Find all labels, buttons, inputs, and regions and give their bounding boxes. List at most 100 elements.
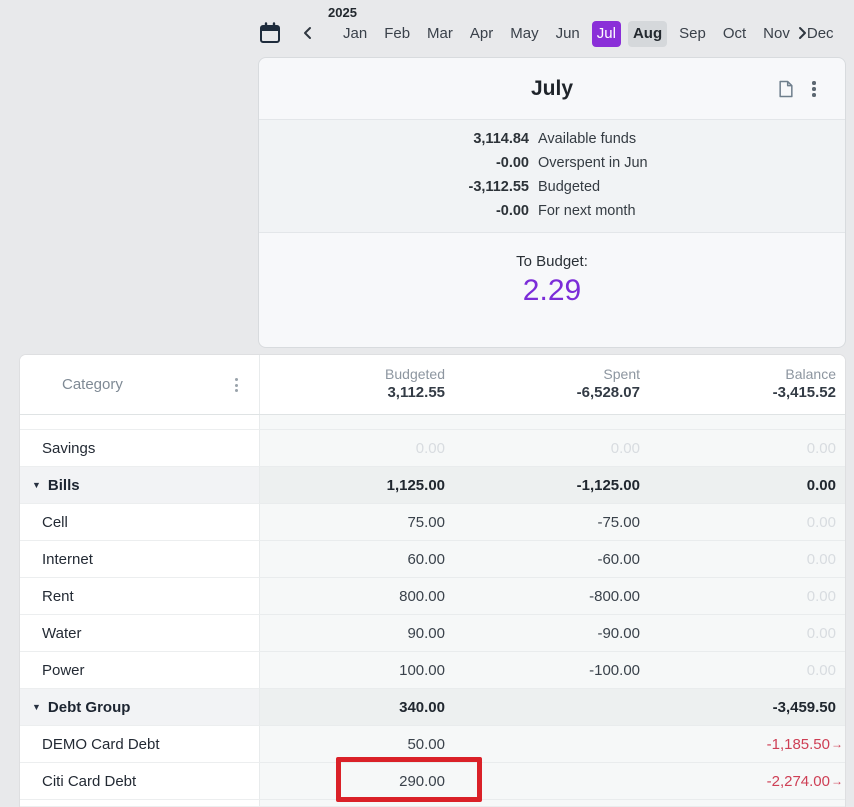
budgeted-cell[interactable]: 60.00 [260, 541, 450, 577]
table-row-water[interactable]: Water 90.00 -90.00 0.00 [20, 615, 845, 652]
table-row-partial [20, 800, 845, 807]
category-cell[interactable]: Water [20, 615, 260, 652]
category-cell[interactable]: Rent [20, 578, 260, 615]
category-cell [20, 415, 260, 430]
card-header: July [259, 58, 845, 120]
budgeted-cell[interactable]: 100.00 [260, 652, 450, 688]
carryover-arrow-icon: → [831, 737, 843, 751]
month-pill-aug[interactable]: Aug [627, 21, 668, 47]
kebab-menu-icon[interactable] [803, 78, 825, 100]
table-row-bills[interactable]: ▼ Bills 1,125.00 -1,125.00 0.00 [20, 467, 845, 504]
cell-value: 0.00 [806, 513, 836, 531]
numeric-cells: 0.00 0.00 0.00 [260, 430, 845, 467]
category-cell[interactable]: ▼ Debt Group [20, 689, 260, 726]
balance-cell[interactable]: 0.00 [645, 615, 845, 651]
category-name: Debt Group [47, 698, 131, 716]
budgeted-cell[interactable]: 800.00 [260, 578, 450, 614]
category-name: Bills [47, 476, 80, 494]
kebab-menu-icon[interactable] [229, 376, 243, 394]
category-name: DEMO Card Debt [42, 735, 160, 753]
spent-cell[interactable]: -60.00 [450, 541, 645, 577]
balance-column-header[interactable]: Balance -3,415.52 [645, 366, 845, 402]
note-icon[interactable] [775, 78, 797, 100]
cell-value: 90.00 [407, 624, 445, 642]
month-pill-jan[interactable]: Jan [343, 25, 368, 42]
spent-column-header[interactable]: Spent -6,528.07 [450, 366, 645, 402]
category-cell[interactable]: Internet [20, 541, 260, 578]
chevron-right-icon[interactable] [793, 25, 811, 43]
budgeted-cell[interactable]: 0.00 [260, 430, 450, 466]
balance-cell[interactable]: 0.00 [645, 504, 845, 540]
month-pill-may[interactable]: May [510, 25, 539, 42]
cell-value: 0.00 [415, 439, 445, 457]
table-row-cell[interactable]: Cell 75.00 -75.00 0.00 [20, 504, 845, 541]
balance-cell[interactable]: 0.00 [645, 578, 845, 614]
table-row-citi-card-debt[interactable]: Citi Card Debt 290.00 -2,274.00 → [20, 763, 845, 800]
budgeted-cell [260, 800, 450, 806]
spent-cell[interactable]: -800.00 [450, 578, 645, 614]
budgeted-cell[interactable]: 290.00 [260, 763, 450, 799]
month-pill-jun[interactable]: Jun [555, 25, 580, 42]
balance-cell[interactable]: 0.00 [645, 467, 845, 503]
month-pill-sep[interactable]: Sep [679, 25, 706, 42]
month-pill-mar[interactable]: Mar [427, 25, 453, 42]
budgeted-cell[interactable]: 90.00 [260, 615, 450, 651]
budgeted-cell[interactable]: 1,125.00 [260, 467, 450, 503]
budgeted-cell[interactable]: 50.00 [260, 726, 450, 762]
spent-cell[interactable]: -100.00 [450, 652, 645, 688]
to-budget-value[interactable]: 2.29 [522, 274, 582, 307]
budgeted-cell[interactable]: 340.00 [260, 689, 450, 725]
balance-cell[interactable]: -3,459.50 [645, 689, 845, 725]
spent-label: Spent [603, 366, 640, 383]
month-pill-oct[interactable]: Oct [722, 25, 747, 42]
cell-value: 0.00 [806, 476, 836, 494]
month-pill-jul[interactable]: Jul [591, 21, 621, 47]
budgeted-cell[interactable]: 75.00 [260, 504, 450, 540]
cell-value: 0.00 [806, 550, 836, 568]
spent-cell[interactable]: 0.00 [450, 430, 645, 466]
triangle-down-icon[interactable]: ▼ [32, 701, 41, 712]
month-pill-feb[interactable]: Feb [384, 25, 411, 42]
table-row-internet[interactable]: Internet 60.00 -60.00 0.00 [20, 541, 845, 578]
spent-cell[interactable]: -90.00 [450, 615, 645, 651]
balance-cell[interactable]: 0.00 [645, 430, 845, 466]
category-cell[interactable]: Cell [20, 504, 260, 541]
spent-cell[interactable]: -75.00 [450, 504, 645, 540]
month-navigation: 2025 Jan Feb Mar Apr May Jun Jul Aug Sep Oct Nov De… [0, 0, 854, 57]
spent-cell[interactable]: -1,125.00 [450, 467, 645, 503]
table-row-power[interactable]: Power 100.00 -100.00 0.00 [20, 652, 845, 689]
balance-cell[interactable]: 0.00 [645, 541, 845, 577]
budgeted-cell [260, 415, 450, 429]
to-budget-label: To Budget: [516, 253, 588, 270]
numeric-cells [260, 415, 845, 430]
category-cell[interactable]: Citi Card Debt [20, 763, 260, 800]
cell-value: 60.00 [407, 550, 445, 568]
spent-cell [450, 415, 645, 429]
category-header-label: Category [62, 376, 123, 393]
category-name: Internet [42, 550, 93, 568]
table-row-demo-card-debt[interactable]: DEMO Card Debt 50.00 -1,185.50 → [20, 726, 845, 763]
category-cell[interactable]: Power [20, 652, 260, 689]
calendar-icon[interactable] [258, 21, 282, 45]
chevron-left-icon[interactable] [299, 25, 317, 43]
cell-value: 1,125.00 [386, 476, 445, 494]
table-row-debt-group[interactable]: ▼ Debt Group 340.00 -3,459.50 [20, 689, 845, 726]
month-pill-dec[interactable]: Dec [806, 25, 834, 42]
balance-cell[interactable]: 0.00 [645, 652, 845, 688]
numeric-cells [260, 800, 845, 807]
table-row-rent[interactable]: Rent 800.00 -800.00 0.00 [20, 578, 845, 615]
budgeted-column-header[interactable]: Budgeted 3,112.55 [260, 366, 450, 402]
month-pill-apr[interactable]: Apr [469, 25, 494, 42]
category-cell[interactable]: ▼ Bills [20, 467, 260, 504]
triangle-down-icon[interactable]: ▼ [32, 479, 41, 490]
category-name: Savings [42, 439, 96, 457]
category-name: Cell [42, 513, 68, 531]
table-row-savings[interactable]: Savings 0.00 0.00 0.00 [20, 430, 845, 467]
summary-row-available-funds: 3,114.84 Available funds [259, 127, 845, 151]
category-cell[interactable]: DEMO Card Debt [20, 726, 260, 763]
category-cell[interactable]: Savings [20, 430, 260, 467]
balance-cell[interactable]: -1,185.50 → [645, 726, 845, 762]
month-pill-nov[interactable]: Nov [763, 25, 790, 42]
balance-cell[interactable]: -2,274.00 → [645, 763, 845, 799]
budgeted-total: 3,112.55 [387, 383, 445, 401]
